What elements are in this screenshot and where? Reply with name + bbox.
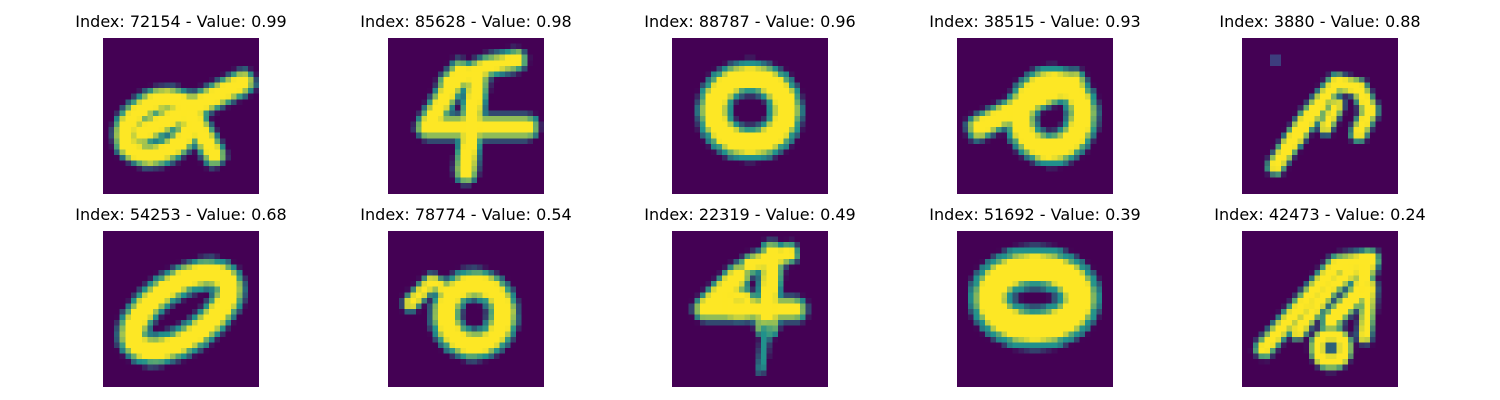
digit-image: [957, 231, 1113, 387]
panel-title: Index: 51692 - Value: 0.39: [929, 205, 1141, 224]
digit-image: [388, 231, 544, 387]
digit-image: [103, 231, 259, 387]
digit-image: [1242, 231, 1398, 387]
panel-title: Index: 72154 - Value: 0.99: [75, 12, 287, 31]
digit-image: [1242, 38, 1398, 194]
panel-title: Index: 88787 - Value: 0.96: [644, 12, 856, 31]
panel-title: Index: 3880 - Value: 0.88: [1219, 12, 1421, 31]
panel-title: Index: 78774 - Value: 0.54: [360, 205, 572, 224]
panel-title: Index: 38515 - Value: 0.93: [929, 12, 1141, 31]
panel-title: Index: 42473 - Value: 0.24: [1214, 205, 1426, 224]
panel-title: Index: 54253 - Value: 0.68: [75, 205, 287, 224]
digit-image: [957, 38, 1113, 194]
digit-image: [672, 231, 828, 387]
panel-title: Index: 22319 - Value: 0.49: [644, 205, 856, 224]
panel-title: Index: 85628 - Value: 0.98: [360, 12, 572, 31]
digit-image: [103, 38, 259, 194]
digit-image: [672, 38, 828, 194]
digit-image: [388, 38, 544, 194]
